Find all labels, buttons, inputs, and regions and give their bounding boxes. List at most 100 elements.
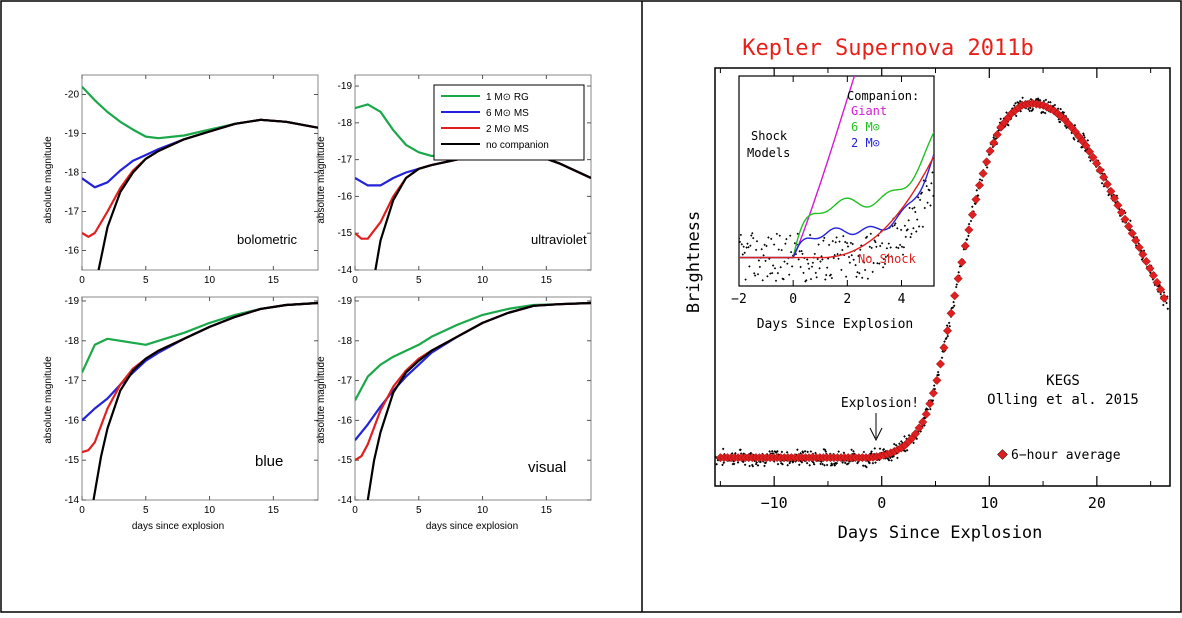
average-point [982,157,992,167]
average-point [1092,158,1102,168]
average-point [1156,284,1166,295]
x-tick-label: 0 [79,505,85,516]
inset-x-tick-label: −2 [731,292,747,307]
x-tick-label: 5 [416,275,422,286]
average-point [1138,249,1148,259]
average-point [1127,228,1137,238]
average-point [1120,214,1130,224]
legend-label-rg: 1 M⊙ RG [486,92,529,103]
panel-visual: -19 -18 -17 -16 -15 -140 5 10 15 [338,296,592,516]
kepler-x-tick-label: 20 [1088,494,1106,512]
kepler-plot-frame [714,67,1171,487]
y-tick-label: -18 [65,168,80,179]
y-tick-label: -17 [338,155,353,166]
y-tick-label: -16 [65,246,80,257]
average-point [1095,165,1105,175]
average-point [928,388,938,398]
x-tick-label: 0 [79,275,85,286]
y-tick-label: -16 [338,415,353,426]
x-tick-label: 10 [477,505,489,516]
credit-kegs: KEGS [1046,373,1080,389]
average-point [1134,242,1144,252]
average-point [1099,172,1109,182]
average-point [985,146,995,156]
y-tick-label: -19 [65,129,80,140]
inset-x-label: Days Since Explosion [757,317,914,332]
x-tick-label: 15 [268,275,280,286]
inset-no-shock-curve [739,155,934,259]
panel-bolometric: -20 -19 -18 -17 -16 0 5 10 15 [65,74,319,286]
y-tick-label: -15 [338,228,353,239]
y-tick-label: -19 [338,296,353,307]
x-tick-label: 10 [477,275,489,286]
average-point [1148,270,1158,280]
average-point [1081,141,1091,151]
explosion-arrow-head [869,427,883,442]
panel-frame [81,74,319,271]
left-legend: 1 M⊙ RG 6 M⊙ MS 2 M⊙ MS no companion [433,84,585,161]
x-tick-label: 5 [416,505,422,516]
average-point [1145,263,1155,273]
x-tick-label: 15 [541,505,553,516]
average-point [957,257,967,267]
y-tick-label: -18 [338,118,353,129]
average-point [967,210,977,220]
average-point [1131,235,1141,245]
average-point [1159,293,1169,303]
legend-label-6ms: 6 M⊙ MS [486,108,529,119]
y-tick-label: -19 [338,81,353,92]
panel-blue: -19 -18 -17 -16 -15 -140 5 10 15 [65,296,319,516]
y-tick-label: -14 [338,495,353,506]
average-point [911,429,921,439]
kepler-title: Kepler Supernova 2011b [742,36,1033,61]
x-tick-label: 10 [204,275,216,286]
average-legend-label: 6−hour average [1011,448,1121,463]
series-line-no-companion [366,301,591,500]
inset-x-tick-label: 2 [843,292,851,307]
average-point [1088,152,1098,162]
x-tick-label: 0 [352,505,358,516]
kepler-data-layer [714,96,1170,469]
average-point [960,241,970,251]
average-legend-marker [997,449,1008,460]
inset-x-tick-label: 4 [898,292,906,307]
average-point [1102,179,1112,189]
average-point [975,180,985,190]
y-tick-label: -16 [65,415,80,426]
y-tick-label: -17 [338,376,353,387]
y-tick-label: -19 [65,296,80,307]
y-axis-label-bottom: absolute magnitude [43,356,54,444]
inset-shock-label-1: Shock [751,129,788,143]
inset-giant-label: Giant [851,104,887,118]
band-label-ultraviolet: ultraviolet [531,232,587,247]
x-tick-label: 15 [541,275,553,286]
series-line-no-companion [92,301,318,500]
inset-shock-label-2: Models [747,146,790,160]
average-point [1141,256,1151,266]
average-point [978,169,988,179]
y-axis-label-top: absolute magnitude [43,136,54,224]
average-point [1113,200,1123,210]
y-axis-label-top-right: absolute magnitude [316,136,327,224]
y-tick-label: -17 [65,376,80,387]
x-axis-label-left: days since explosion [132,521,224,532]
inset-2msun-label: 2 M⊙ [851,136,880,150]
inset-companion-label: Companion: [847,89,919,103]
average-point [1124,221,1134,231]
average-point [932,375,942,385]
average-point [946,308,956,318]
inset-frame [738,75,935,287]
left-figure: -20 -19 -18 -17 -16 0 5 10 15 -19 -18 -17 -16 -15 -14… [43,74,592,532]
y-tick-label: -14 [338,265,353,276]
y-tick-label: -18 [65,336,80,347]
average-point [935,359,945,369]
inset-data-layer [739,76,934,283]
x-tick-label: 15 [268,505,280,516]
band-label-bolometric: bolometric [237,232,297,247]
average-point [950,291,960,301]
average-point [953,274,963,284]
kepler-x-ticks: −10 0 10 20 [719,68,1152,512]
average-point [1106,186,1116,196]
average-point [943,326,953,336]
average-point [939,343,949,353]
